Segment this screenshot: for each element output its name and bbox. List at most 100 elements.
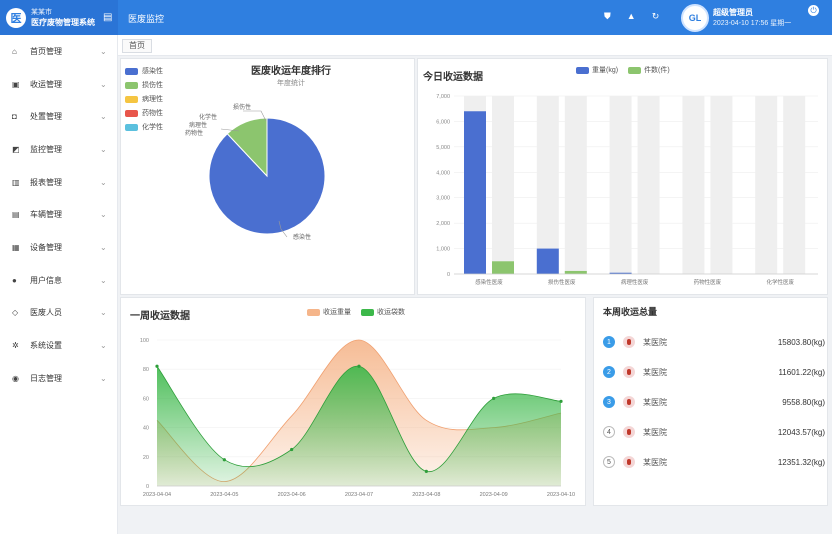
- bar-title: 今日收运数据: [423, 72, 483, 83]
- hospital-icon: [623, 336, 635, 348]
- sidebar-item-label: 首页管理: [30, 46, 62, 56]
- refresh-icon[interactable]: ↻: [651, 11, 660, 21]
- vehicle-icon: ▤: [12, 210, 20, 220]
- tab-home[interactable]: 首页: [122, 39, 152, 53]
- logo-text: 某某市 医疗废物管理系统: [31, 8, 95, 28]
- slice-label: 药物性: [185, 129, 203, 137]
- sidebar: ⌂ 首页管理 ⌄ ▣ 收运管理 ⌄ ◘ 处置管理 ⌄ ◩ 监控管理 ⌄ ▥ 报表管理 ⌄…: [0, 35, 118, 534]
- label-leader: [220, 128, 240, 132]
- list-item[interactable]: 2 某医院 11601.22(kg): [603, 362, 825, 382]
- pie-panel: 感染性 损伤性 病理性 药物性 化学性 医废收运年度排行 年度统计 损伤性 化学性…: [120, 58, 415, 295]
- legend-item[interactable]: 重量(kg): [576, 65, 618, 75]
- sidebar-item-8[interactable]: ◇ 医废人员 ⌄: [0, 297, 117, 330]
- sidebar-item-label: 收运管理: [30, 79, 62, 89]
- logo-icon: 医: [6, 7, 26, 28]
- y-tick-label: 5,000: [436, 145, 450, 151]
- logo[interactable]: 医 某某市 医疗废物管理系统 ▤: [0, 0, 118, 35]
- sidebar-item-2[interactable]: ◘ 处置管理 ⌄: [0, 100, 117, 133]
- legend-item[interactable]: 件数(件): [628, 65, 670, 75]
- sidebar-item-9[interactable]: ✲ 系统设置 ⌄: [0, 329, 117, 362]
- slice-label: 感染性: [293, 233, 311, 241]
- x-tick-label: 药物性医废: [694, 278, 722, 286]
- sidebar-item-6[interactable]: ▦ 设备管理 ⌄: [0, 231, 117, 264]
- legend-item[interactable]: 化学性: [125, 120, 163, 134]
- data-point[interactable]: [222, 458, 226, 462]
- gear-icon: ✲: [12, 341, 19, 351]
- rank-name: 某医院: [643, 337, 667, 347]
- sidebar-item-label: 医废人员: [30, 308, 62, 318]
- sidebar-item-5[interactable]: ▤ 车辆管理 ⌄: [0, 198, 117, 231]
- legend-swatch: [125, 109, 138, 117]
- legend-item[interactable]: 损伤性: [125, 78, 163, 92]
- bar-2-0[interactable]: [609, 272, 632, 274]
- menu-collapse-icon[interactable]: ▤: [103, 12, 113, 23]
- list-item[interactable]: 3 某医院 9558.80(kg): [603, 392, 825, 412]
- sidebar-item-label: 用户信息: [30, 275, 62, 285]
- legend-item[interactable]: 感染性: [125, 64, 163, 78]
- sidebar-item-0[interactable]: ⌂ 首页管理 ⌄: [0, 35, 117, 68]
- legend-item[interactable]: 收运袋数: [361, 307, 405, 317]
- sidebar-item-label: 监控管理: [30, 144, 62, 154]
- slice-label: 损伤性: [233, 103, 251, 111]
- sidebar-item-10[interactable]: ◉ 日志管理 ⌄: [0, 362, 117, 395]
- legend-item[interactable]: 药物性: [125, 106, 163, 120]
- legend-label: 病理性: [142, 96, 163, 103]
- y-tick-label: 3,000: [436, 196, 450, 202]
- legend-swatch: [125, 81, 138, 89]
- chevron-down-icon: ⌄: [100, 210, 107, 220]
- line-title: 一周收运数据: [130, 311, 190, 322]
- pie-slice-1[interactable]: [226, 117, 268, 178]
- bar-chart: 0 1,000 2,000 3,000 4,000 5,000 6,000 7,000 感染性医…: [436, 94, 818, 286]
- legend-label: 收运袋数: [377, 309, 405, 316]
- lock-icon: ◘: [12, 112, 17, 122]
- bar-background: [637, 96, 660, 274]
- shield-icon[interactable]: ⛊: [604, 11, 611, 21]
- line-legend: 收运重量 收运袋数: [307, 307, 405, 317]
- data-point[interactable]: [559, 399, 563, 403]
- sidebar-item-4[interactable]: ▥ 报表管理 ⌄: [0, 166, 117, 199]
- rank-name: 某医院: [643, 397, 667, 407]
- sidebar-item-1[interactable]: ▣ 收运管理 ⌄: [0, 68, 117, 101]
- legend-swatch: [125, 123, 138, 131]
- data-point[interactable]: [424, 469, 428, 473]
- bar-0-1[interactable]: [492, 261, 514, 274]
- list-item[interactable]: 4 某医院 12043.57(kg): [603, 422, 825, 442]
- data-point[interactable]: [357, 364, 361, 368]
- rank-name: 某医院: [643, 427, 667, 437]
- chevron-down-icon: ⌄: [100, 79, 107, 89]
- logout-icon[interactable]: ⏻: [808, 5, 819, 16]
- bar-background: [755, 96, 778, 274]
- list-item[interactable]: 1 某医院 15803.80(kg): [603, 332, 825, 352]
- rank-number: 1: [603, 336, 615, 348]
- monitor-icon: ◩: [12, 144, 20, 154]
- bar-1-1[interactable]: [564, 270, 587, 274]
- y-tick-label: 40: [143, 426, 149, 432]
- data-point[interactable]: [155, 364, 159, 368]
- sidebar-item-3[interactable]: ◩ 监控管理 ⌄: [0, 133, 117, 166]
- data-point[interactable]: [290, 447, 294, 452]
- legend-item[interactable]: 病理性: [125, 92, 163, 106]
- list-item[interactable]: 5 某医院 12351.32(kg): [603, 452, 825, 472]
- rank-name: 某医院: [643, 457, 667, 467]
- data-point[interactable]: [492, 396, 496, 400]
- x-tick-label: 2023-04-07: [345, 492, 373, 498]
- x-tick-label: 2023-04-09: [480, 492, 508, 498]
- top-bar: 医 某某市 医疗废物管理系统 ▤ 医废监控 ⛊ ▲ ↻ GL 超级管理员 202…: [0, 0, 832, 35]
- legend-item[interactable]: 收运重量: [307, 307, 351, 317]
- legend-swatch: [361, 308, 374, 316]
- chevron-down-icon: ⌄: [100, 144, 107, 154]
- bar-0-0[interactable]: [464, 111, 486, 274]
- top-icons: ⛊ ▲ ↻: [604, 11, 659, 22]
- bar-background: [682, 96, 705, 274]
- avatar[interactable]: GL: [681, 4, 709, 32]
- logo-line2: 医疗废物管理系统: [31, 17, 95, 27]
- chevron-down-icon: ⌄: [100, 275, 107, 285]
- user-name: 超级管理员: [713, 8, 753, 17]
- sidebar-item-7[interactable]: ● 用户信息 ⌄: [0, 264, 117, 297]
- bell-icon[interactable]: ▲: [626, 11, 636, 21]
- chevron-down-icon: ⌄: [100, 46, 107, 56]
- bar-1-0[interactable]: [536, 248, 559, 274]
- y-tick-label: 60: [143, 396, 149, 402]
- logo-line1: 某某市: [31, 8, 52, 16]
